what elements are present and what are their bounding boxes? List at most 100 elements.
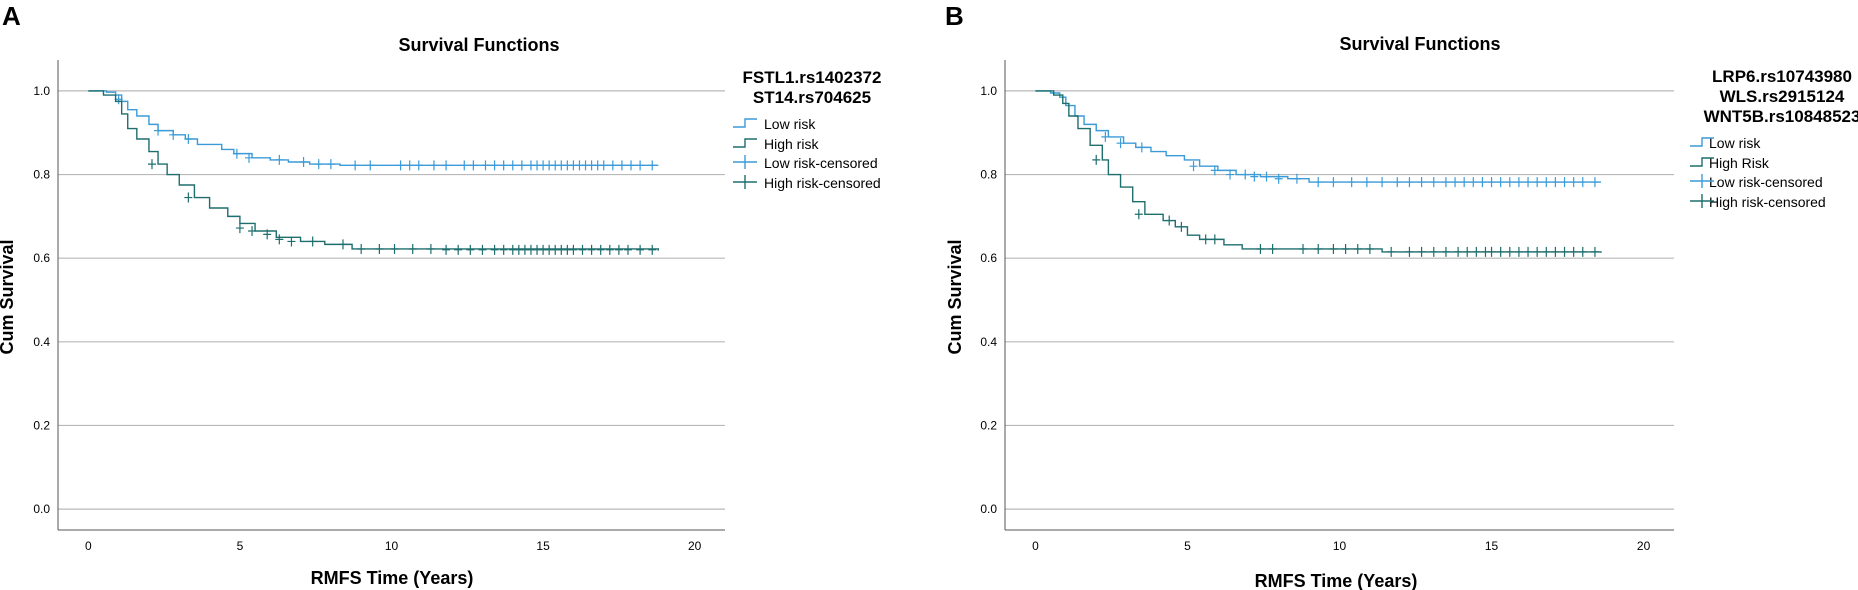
panel-a-y-tick-label: 0.6 bbox=[33, 251, 50, 265]
panel-a-x-tick-label: 0 bbox=[85, 539, 92, 553]
panel-a-legend-step-symbol bbox=[733, 118, 757, 128]
panel-a-series-low-risk-censor-mark bbox=[351, 160, 360, 171]
panel-a-y-tick-label: 0.8 bbox=[33, 168, 50, 182]
panel-b-series-low-risk-censor-mark bbox=[1101, 131, 1110, 142]
panel-b-series-high-risk-censor-mark bbox=[1256, 243, 1265, 254]
panel-b-legend-censor-symbol bbox=[1690, 174, 1714, 188]
panel-b-y-tick-label: 1.0 bbox=[980, 84, 997, 98]
panel-a-series-low-risk-censor-mark bbox=[648, 160, 657, 171]
panel-b-series-high-risk-censor-mark bbox=[1429, 246, 1438, 257]
panel-a-series-low-risk-censor-mark bbox=[517, 160, 526, 171]
panel-a-series-high-risk-censor-mark bbox=[308, 236, 317, 247]
panel-b-series-high-risk-censor-mark bbox=[1165, 215, 1174, 226]
panel-a-series-high-risk-censor-mark bbox=[478, 244, 487, 255]
panel-b-series-low-risk-censor-mark bbox=[1560, 177, 1569, 188]
panel-b-y-tick-label: 0.0 bbox=[980, 502, 997, 516]
panel-a-legend-censor-symbol bbox=[733, 155, 757, 169]
panel-b-legend-title-line-3: WNT5B.rs10848523 bbox=[1704, 107, 1858, 126]
panel-a-series-high-risk-censor-mark bbox=[235, 223, 244, 234]
panel-a-series-high-risk-censor-mark bbox=[623, 244, 632, 255]
panel-a-series-high-risk-censor-mark bbox=[147, 159, 156, 170]
panel-b-y-tick-label: 0.2 bbox=[980, 418, 997, 432]
panel-b-series-high-risk-censor-mark bbox=[1268, 243, 1277, 254]
panel-a-series-low-risk-censor-mark bbox=[499, 160, 508, 171]
panel-b-series-low-risk-censor-mark bbox=[1241, 169, 1250, 180]
panel-b-series-high-risk-censor-mark bbox=[1505, 246, 1514, 257]
panel-a-series-low-risk-censor-mark bbox=[636, 160, 645, 171]
panel-a-series-high-risk-censor-mark bbox=[357, 243, 366, 254]
panel-b-series-high-risk-censor-mark bbox=[1524, 246, 1533, 257]
panel-a-series-low-risk-censor-mark bbox=[314, 159, 323, 170]
panel-b-x-tick-label: 20 bbox=[1637, 539, 1651, 553]
panel-a-series-low-risk-censor-mark bbox=[169, 129, 178, 140]
panel-b-series-low-risk-censor-mark bbox=[1362, 177, 1371, 188]
panel-a-legend-censor-symbol bbox=[733, 175, 757, 189]
panel-b-x-tick-label: 5 bbox=[1184, 539, 1191, 553]
panel-b-series-low-risk-censor-mark bbox=[1469, 177, 1478, 188]
panel-a-series-low-risk-censor-mark bbox=[481, 160, 490, 171]
panel-b-series-high-risk-censor-mark bbox=[1454, 246, 1463, 257]
panel-b-title: Survival Functions bbox=[1339, 34, 1500, 54]
panel-a-series-high-risk-censor-mark bbox=[375, 243, 384, 254]
panel-a-series-high-risk-censor-mark bbox=[426, 243, 435, 254]
panel-b-series-low-risk-censor-mark bbox=[1274, 173, 1283, 184]
panel-a-series-high-risk-censor-mark bbox=[248, 226, 257, 236]
panel-a-series-low-risk-censor-mark bbox=[366, 160, 375, 171]
panel-a-series-low-risk-censor-mark bbox=[232, 148, 241, 159]
panel-b-series-high-risk-censor-mark bbox=[1463, 246, 1472, 257]
panel-b-legend-title-line-1: LRP6.rs10743980 bbox=[1712, 67, 1852, 86]
panel-b-series-low-risk-censor-mark bbox=[1451, 177, 1460, 188]
panel-a-series-high-risk-censor-mark bbox=[490, 244, 499, 255]
panel-b-series-low-risk-censor-mark bbox=[1505, 177, 1514, 188]
panel-b-series-high-risk-censor-mark bbox=[1569, 246, 1578, 257]
panel-a-x-tick-label: 20 bbox=[688, 539, 702, 553]
panel-a-series-low-risk-censor-mark bbox=[508, 160, 517, 171]
panel-a-y-tick-label: 0.0 bbox=[33, 502, 50, 516]
panel-b-series-low-risk-censor-mark bbox=[1429, 177, 1438, 188]
panel-a-series-low-risk-censor-mark bbox=[245, 152, 254, 163]
panel-b-series-low-risk-censor-mark bbox=[1514, 177, 1523, 188]
panel-a-series-low-risk-censor-mark bbox=[405, 160, 414, 171]
panel-b-series-low-risk-censor-mark bbox=[1496, 177, 1505, 188]
panel-b-series-high-risk-censor-mark bbox=[1487, 246, 1496, 257]
panel-b-series-high-risk-censor-mark bbox=[1365, 243, 1374, 254]
panel-a-series-low-risk-censor-mark bbox=[460, 160, 469, 171]
panel-b-legend-label-low-risk: Low risk bbox=[1709, 135, 1761, 151]
panel-b-series-high-risk-censor-mark bbox=[1533, 246, 1542, 257]
panel-a-series-high-risk-censor-mark bbox=[614, 244, 623, 255]
panel-b-series-low-risk-censor-mark bbox=[1314, 177, 1323, 188]
panel-a-series-high-risk-censor-mark bbox=[408, 243, 417, 254]
panel-a-title: Survival Functions bbox=[398, 35, 559, 55]
panel-a-series-high-risk-censor-mark bbox=[587, 244, 596, 255]
panel-b-series-low-risk-censor-mark bbox=[1189, 161, 1198, 172]
panel-b-x-axis-title: RMFS Time (Years) bbox=[1255, 571, 1418, 590]
panel-a-series-high-risk-censor-mark bbox=[275, 234, 284, 245]
panel-b-series-low-risk-censor-mark bbox=[1478, 177, 1487, 188]
panel-b-series-high-risk-censor-mark bbox=[1472, 246, 1481, 257]
panel-b-y-tick-label: 0.4 bbox=[980, 335, 997, 349]
panel-b-series-high-risk-censor-mark bbox=[1590, 246, 1599, 257]
panel-b-series-low-risk-censor-mark bbox=[1417, 177, 1426, 188]
panel-b-series-low-risk-censor-mark bbox=[1393, 177, 1402, 188]
panel-a-series-low-risk-censor-mark bbox=[414, 160, 423, 171]
panel-a-series-low-risk-censor-mark bbox=[326, 159, 335, 170]
panel-b-series-low-risk-censor-mark bbox=[1542, 177, 1551, 188]
panel-b-legend-label-low-risk-censored: Low risk-censored bbox=[1709, 174, 1823, 190]
panel-b-x-tick-label: 0 bbox=[1032, 539, 1039, 553]
panel-b-legend-label-high-risk: High Risk bbox=[1709, 155, 1770, 171]
panel-a-series-low-risk-censor-mark bbox=[627, 160, 636, 171]
panel-a-series-high-risk-censor-mark bbox=[648, 244, 657, 255]
panel-a-series-low-risk-censor-mark bbox=[275, 154, 284, 165]
panel-b-series-low-risk-censor-mark bbox=[1524, 177, 1533, 188]
panel-b-x-tick-label: 15 bbox=[1485, 539, 1499, 553]
panel-a-series-high-risk-censor-mark bbox=[596, 244, 605, 255]
panel-a-series-low-risk-line bbox=[88, 90, 659, 167]
panel-a-series-low-risk-censor-mark bbox=[396, 160, 405, 171]
panel-a-series-high-risk-censor-mark bbox=[184, 192, 193, 203]
panel-a-series-low-risk-censor-mark bbox=[184, 134, 193, 144]
panel-b-series-high-risk-censor-mark bbox=[1177, 221, 1186, 232]
panel-b-legend-step-symbol bbox=[1690, 137, 1714, 147]
panel-a-x-tick-label: 10 bbox=[385, 539, 399, 553]
panel-a-legend-title-line-2: ST14.rs704625 bbox=[753, 88, 871, 107]
panel-b-y-axis-title: Cum Survival bbox=[945, 239, 965, 354]
